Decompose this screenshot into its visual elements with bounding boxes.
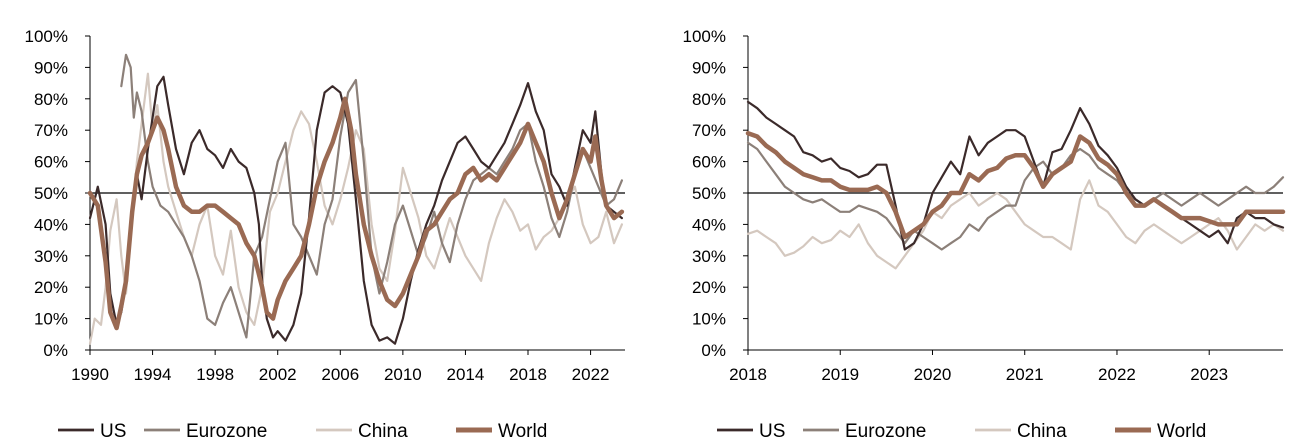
chart-panel-right: 0% 10% 20% 30% 40% 50% 60% 70% 80% 90% 100% 2018 201… xyxy=(683,27,1286,384)
series-line-us xyxy=(746,100,1285,251)
y-tick-label: 30% xyxy=(34,247,68,266)
y-tick-label: 50% xyxy=(34,184,68,203)
y-tick-label: 50% xyxy=(692,184,726,203)
x-tick-label: 1990 xyxy=(71,365,109,384)
x-tick-label: 2006 xyxy=(321,365,359,384)
y-tick-label: 90% xyxy=(692,58,726,77)
legend-label-china: China xyxy=(358,421,408,442)
legend-label-us: US xyxy=(759,421,785,442)
y-tick-label: 0% xyxy=(43,341,68,360)
legend-label-eurozone: Eurozone xyxy=(845,421,926,442)
y-tick-label: 100% xyxy=(25,27,68,46)
y-tick-label: 40% xyxy=(34,215,68,234)
y-tick-label: 80% xyxy=(34,90,68,109)
x-tick-label: 2014 xyxy=(447,365,485,384)
y-tick-label: 100% xyxy=(683,27,726,46)
legend-label-china: China xyxy=(1017,421,1067,442)
y-tick-label: 10% xyxy=(692,310,726,329)
x-tick-label: 2022 xyxy=(572,365,610,384)
legend-left: US Eurozone China World xyxy=(58,421,547,442)
y-tick-label: 60% xyxy=(692,153,726,172)
x-tick-label: 2010 xyxy=(384,365,422,384)
series-line-china xyxy=(746,179,1285,270)
y-tick-label: 80% xyxy=(692,90,726,109)
chart-panel-left: 0% 10% 20% 30% 40% 50% 60% 70% 80% 90% 100% 1990 199… xyxy=(25,27,625,384)
y-tick-label: 20% xyxy=(692,278,726,297)
legend-right: US Eurozone China World xyxy=(717,421,1206,442)
series-line-us xyxy=(88,75,623,345)
series-line-eurozone xyxy=(120,53,623,339)
x-tick-label: 2002 xyxy=(259,365,297,384)
y-tick-label: 70% xyxy=(692,121,726,140)
x-tick-label: 2018 xyxy=(729,365,767,384)
y-tick-label: 10% xyxy=(34,310,68,329)
series-line-eurozone xyxy=(746,141,1285,251)
legend-label-us: US xyxy=(100,421,126,442)
legend-label-eurozone: Eurozone xyxy=(186,421,267,442)
y-tick-label: 90% xyxy=(34,58,68,77)
x-tick-label: 1998 xyxy=(196,365,234,384)
y-tick-label: 0% xyxy=(701,341,726,360)
x-tick-label: 2020 xyxy=(914,365,952,384)
y-tick-label: 60% xyxy=(34,153,68,172)
y-tick-label: 40% xyxy=(692,215,726,234)
x-tick-label: 1994 xyxy=(134,365,172,384)
x-tick-label: 2023 xyxy=(1190,365,1228,384)
y-tick-label: 30% xyxy=(692,247,726,266)
x-tick-label: 2019 xyxy=(821,365,859,384)
x-tick-label: 2018 xyxy=(509,365,547,384)
series-line-world xyxy=(745,131,1286,240)
x-tick-label: 2022 xyxy=(1098,365,1136,384)
legend-label-world: World xyxy=(498,421,547,442)
series-line-world xyxy=(87,96,625,331)
y-tick-label: 20% xyxy=(34,278,68,297)
y-tick-label: 70% xyxy=(34,121,68,140)
legend-label-world: World xyxy=(1157,421,1206,442)
x-tick-label: 2021 xyxy=(1006,365,1044,384)
